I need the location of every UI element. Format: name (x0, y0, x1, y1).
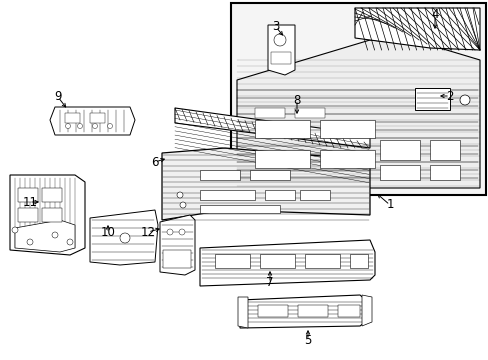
Bar (42, 208, 62, 222)
Bar (319, 120, 374, 138)
Bar (230, 3, 485, 195)
Polygon shape (414, 88, 449, 110)
Bar (260, 254, 294, 268)
Bar (249, 170, 289, 180)
Polygon shape (50, 107, 135, 135)
Bar (294, 108, 325, 118)
Text: 7: 7 (265, 276, 273, 289)
Bar (264, 190, 294, 200)
Bar (270, 52, 290, 64)
Circle shape (120, 233, 130, 243)
Bar (65, 113, 80, 123)
Bar (254, 120, 309, 138)
Bar (42, 188, 62, 202)
Polygon shape (200, 240, 374, 286)
Text: 5: 5 (304, 333, 311, 346)
Bar (163, 250, 191, 268)
Bar (200, 170, 240, 180)
Text: 11: 11 (22, 195, 38, 208)
Bar (349, 254, 367, 268)
Bar (299, 190, 329, 200)
Text: 8: 8 (293, 94, 300, 107)
Bar (200, 190, 254, 200)
Circle shape (92, 123, 97, 129)
Polygon shape (162, 148, 369, 220)
Polygon shape (237, 40, 479, 188)
Bar (254, 108, 285, 118)
Polygon shape (15, 220, 75, 252)
Circle shape (77, 123, 82, 129)
Circle shape (180, 202, 185, 208)
Circle shape (27, 239, 33, 245)
Circle shape (67, 239, 73, 245)
Circle shape (177, 192, 183, 198)
Bar (429, 165, 459, 180)
Circle shape (52, 232, 58, 238)
Text: 4: 4 (430, 9, 438, 22)
Bar (200, 205, 280, 213)
Text: 9: 9 (54, 90, 61, 104)
Bar (18, 208, 38, 222)
Bar (258, 305, 287, 317)
Circle shape (459, 95, 469, 105)
Circle shape (12, 227, 18, 233)
Bar (305, 254, 339, 268)
Bar (319, 150, 374, 168)
Bar (90, 113, 105, 123)
Polygon shape (238, 297, 247, 328)
Polygon shape (354, 8, 479, 50)
Bar (429, 140, 459, 160)
Polygon shape (267, 25, 294, 75)
Bar (215, 254, 249, 268)
Polygon shape (10, 175, 85, 255)
Circle shape (107, 123, 112, 129)
Text: 12: 12 (140, 225, 155, 238)
Circle shape (65, 123, 70, 129)
Polygon shape (240, 295, 367, 328)
Circle shape (167, 229, 173, 235)
Text: 3: 3 (272, 21, 279, 33)
Text: 1: 1 (386, 198, 393, 211)
Text: 2: 2 (446, 90, 453, 103)
Bar (379, 165, 419, 180)
Bar (379, 140, 419, 160)
Circle shape (179, 229, 184, 235)
Text: 6: 6 (151, 156, 159, 168)
Bar (297, 305, 327, 317)
Polygon shape (160, 215, 195, 275)
Bar (18, 188, 38, 202)
Bar (337, 305, 359, 317)
Polygon shape (361, 295, 371, 326)
Polygon shape (90, 210, 158, 265)
Circle shape (273, 34, 285, 46)
Text: 10: 10 (101, 226, 115, 239)
Polygon shape (175, 108, 369, 148)
Bar (254, 150, 309, 168)
